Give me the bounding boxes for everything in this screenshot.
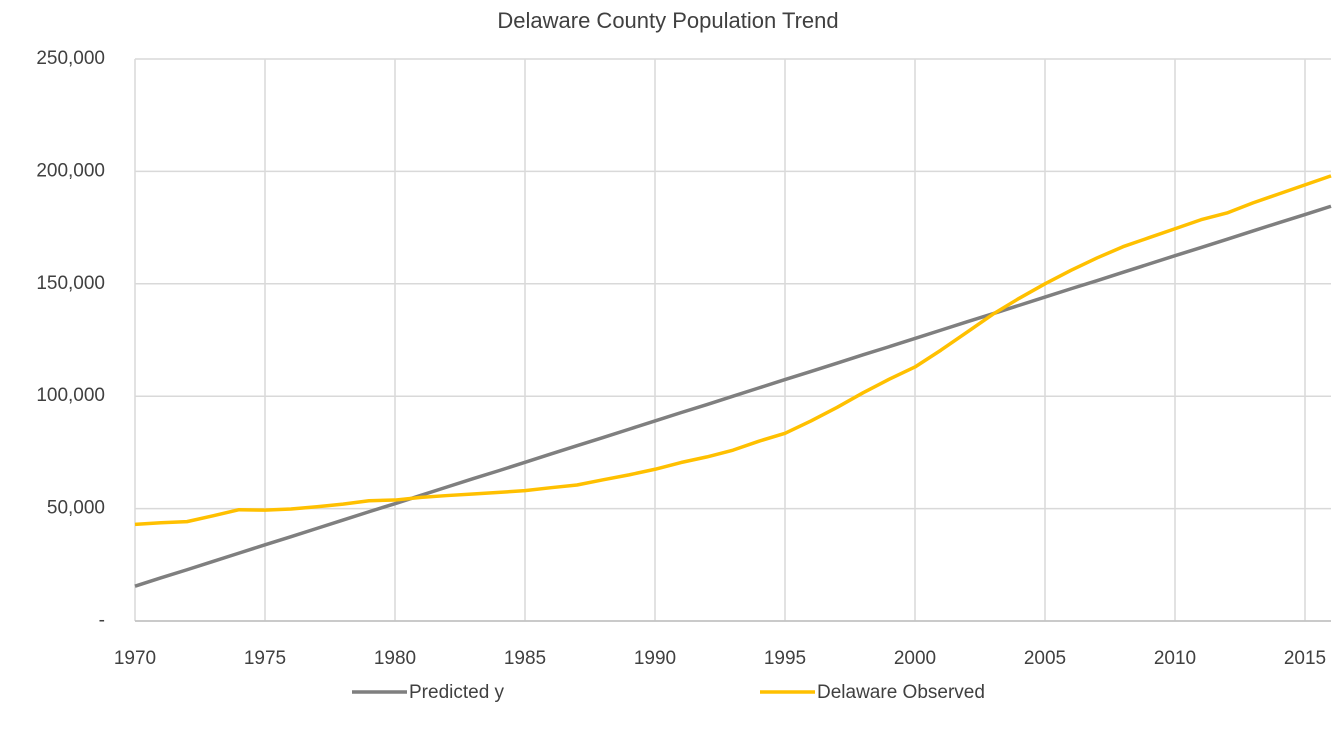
x-tick-label: 1985 <box>504 648 546 669</box>
x-tick-label: 2005 <box>1024 648 1066 669</box>
y-tick-label: - <box>99 610 105 631</box>
x-tick-label: 2015 <box>1284 648 1326 669</box>
x-tick-label: 2010 <box>1154 648 1196 669</box>
legend-label: Delaware Observed <box>817 682 985 703</box>
y-tick-label: 250,000 <box>36 48 105 69</box>
line <box>134 204 1332 588</box>
chart-title: Delaware County Population Trend <box>497 8 838 33</box>
x-tick-label: 1975 <box>244 648 286 669</box>
x-tick-label: 1990 <box>634 648 676 669</box>
y-tick-label: 100,000 <box>36 385 105 406</box>
y-tick-label: 200,000 <box>36 160 105 181</box>
x-tick-label: 1995 <box>764 648 806 669</box>
x-tick-label: 2000 <box>894 648 936 669</box>
x-tick-label: 1970 <box>114 648 156 669</box>
y-tick-label: 50,000 <box>47 498 105 519</box>
x-tick-label: 1980 <box>374 648 416 669</box>
y-tick-label: 150,000 <box>36 273 105 294</box>
legend-label: Predicted y <box>409 682 505 703</box>
line <box>134 174 1332 527</box>
